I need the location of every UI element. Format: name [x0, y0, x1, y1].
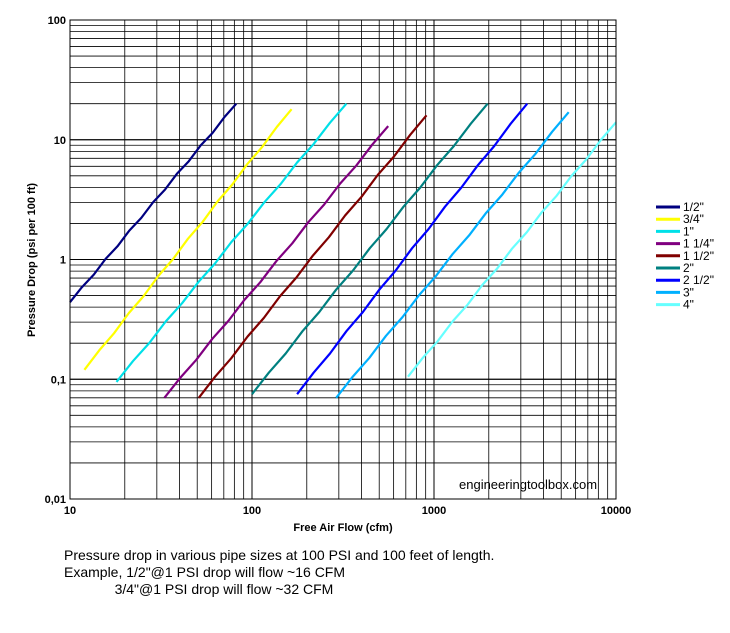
legend-label: 2": [683, 261, 694, 275]
series-line-8: [407, 121, 617, 378]
y-tick-label: 0,01: [45, 494, 66, 506]
legend-label: 1 1/2": [683, 249, 714, 263]
caption-line-1: Pressure drop in various pipe sizes at 1…: [64, 547, 495, 563]
grid: [69, 19, 617, 500]
legend-label: 1/2": [683, 200, 704, 214]
caption-line-2: Example, 1/2"@1 PSI drop will flow ~16 C…: [64, 564, 346, 580]
legend-label: 1 1/4": [683, 237, 714, 251]
series-line-4: [197, 114, 428, 399]
series-line-6: [296, 102, 529, 395]
y-tick-label: 100: [48, 15, 66, 27]
watermark: engineeringtoolbox.com: [459, 477, 597, 492]
pressure-drop-chart: 10 100 1000 10000 0,01 0,1 1 10 100 Free Air Flo…: [26, 15, 714, 534]
legend-label: 4": [683, 298, 694, 312]
series-line-3: [163, 125, 390, 399]
series-line-2: [115, 102, 348, 383]
legend-label: 3/4": [683, 212, 704, 226]
x-axis-title: Free Air Flow (cfm): [293, 522, 393, 534]
legend-label: 1": [683, 224, 694, 238]
y-tick-label: 1: [60, 255, 66, 267]
x-tick-label: 10: [64, 505, 76, 517]
series-layer: [69, 102, 617, 399]
y-tick-label: 0,1: [51, 374, 66, 386]
caption-line-3: 3/4"@1 PSI drop will flow ~32 CFM: [64, 581, 334, 597]
x-tick-label: 10000: [601, 505, 632, 517]
x-tick-label: 1000: [422, 505, 446, 517]
y-tick-label: 10: [54, 135, 66, 147]
legend-label: 3": [683, 285, 694, 299]
legend-label: 2 1/2": [683, 273, 714, 287]
series-line-0: [69, 102, 238, 303]
legend: 1/2"3/4"1"1 1/4"1 1/2"2"2 1/2"3"4": [656, 200, 714, 312]
x-tick-label: 100: [243, 505, 261, 517]
series-line-7: [335, 111, 570, 399]
y-axis-title: Pressure Drop (psi per 100 ft): [26, 183, 38, 337]
series-line-5: [251, 102, 489, 395]
plot-frame: [69, 19, 617, 500]
caption: Pressure drop in various pipe sizes at 1…: [64, 547, 494, 598]
tick-labels: 10 100 1000 10000 0,01 0,1 1 10 100: [45, 15, 632, 517]
series-line-1: [83, 108, 293, 371]
